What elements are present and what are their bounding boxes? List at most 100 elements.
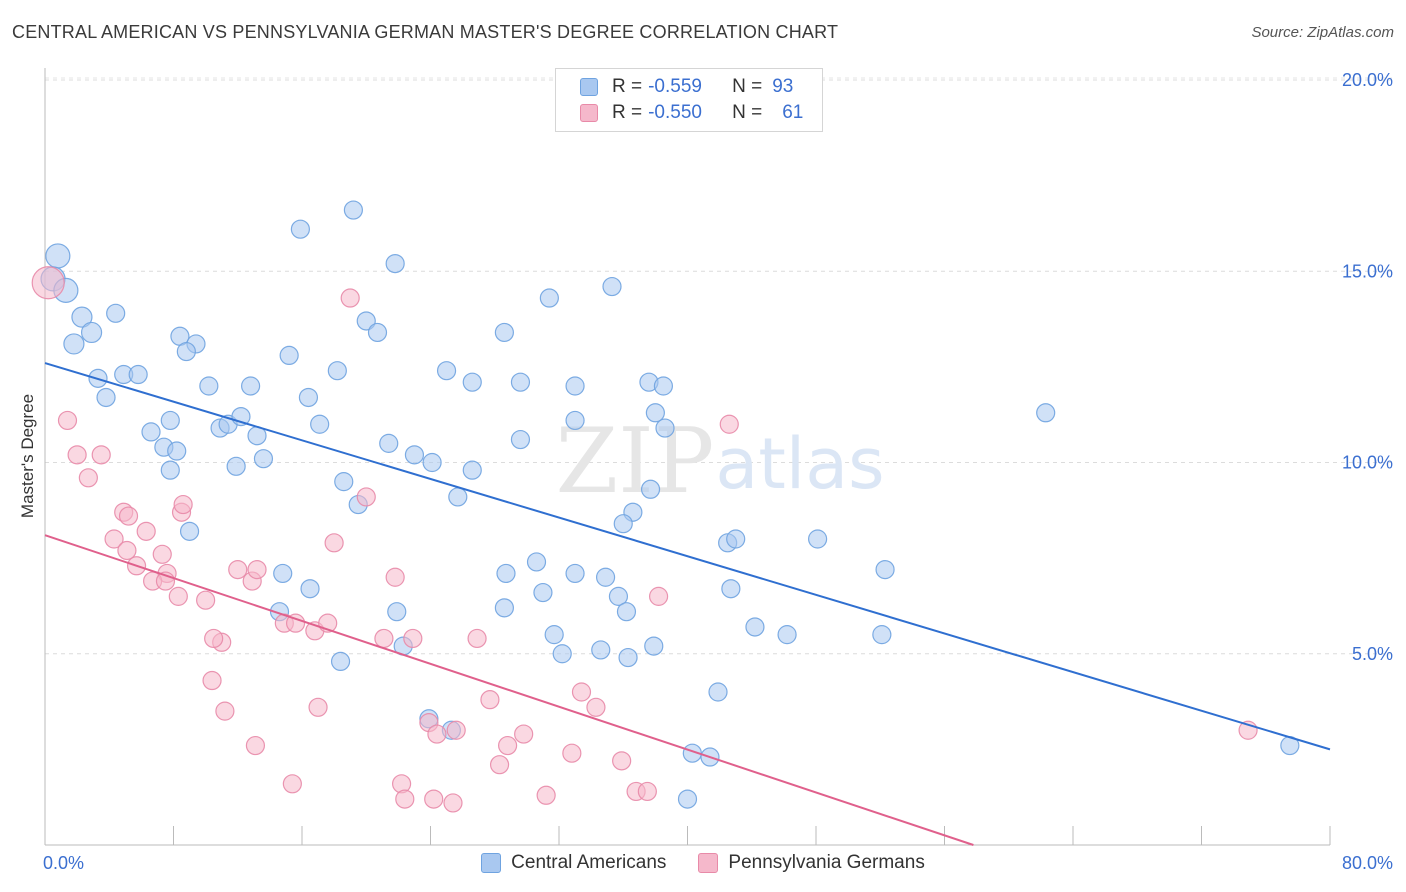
point-pennsylvania-germans [571, 682, 592, 702]
point-central-americans [496, 563, 516, 584]
point-pennsylvania-germans [446, 720, 466, 740]
n-value: 61 [782, 102, 804, 123]
point-central-americans [644, 636, 664, 656]
stats-row-pennsylvania-germans: R = -0.550 N = 61 [580, 101, 803, 125]
point-central-americans [552, 644, 572, 664]
point-pennsylvania-germans [308, 697, 328, 717]
n-label: N = [732, 76, 763, 97]
source-label: Source: ZipAtlas.com [1251, 24, 1394, 41]
point-pennsylvania-germans [117, 540, 137, 561]
point-central-americans [80, 321, 103, 344]
point-central-americans [591, 640, 611, 660]
point-central-americans [63, 333, 85, 355]
y-tick-label: 10.0% [1342, 453, 1393, 473]
x-tick-label: 80.0% [1342, 853, 1393, 873]
point-central-americans [300, 579, 320, 599]
trend-line-pennsylvania-germans [44, 534, 974, 846]
point-central-americans [745, 617, 765, 637]
point-central-americans [273, 563, 293, 584]
legend-swatch [698, 853, 719, 873]
point-pennsylvania-germans [562, 743, 582, 763]
series-pennsylvania-germans [31, 266, 1258, 813]
point-pennsylvania-germans [356, 487, 376, 507]
r-value: -0.550 [648, 102, 702, 123]
point-central-americans [379, 433, 399, 453]
y-tick-label: 15.0% [1342, 261, 1393, 281]
point-pennsylvania-germans [514, 724, 534, 744]
point-pennsylvania-germans [57, 410, 78, 431]
point-central-americans [595, 567, 616, 587]
point-central-americans [677, 789, 698, 809]
point-central-americans [167, 441, 187, 461]
point-central-americans [45, 243, 71, 269]
point-pennsylvania-germans [136, 521, 156, 541]
point-central-americans [436, 361, 457, 381]
r-value: -0.559 [648, 76, 702, 97]
legend-label: Central Americans [511, 852, 667, 873]
point-pennsylvania-germans [247, 559, 267, 580]
point-pennsylvania-germans [67, 445, 87, 465]
point-pennsylvania-germans [173, 494, 193, 515]
point-central-americans [96, 387, 116, 408]
point-central-americans [613, 514, 633, 534]
series-legend: Central Americans Pennsylvania Germans [0, 852, 1406, 874]
point-pennsylvania-germans [385, 567, 405, 587]
point-pennsylvania-germans [118, 506, 139, 526]
point-pennsylvania-germans [536, 785, 556, 805]
point-pennsylvania-germans [168, 586, 188, 606]
point-pennsylvania-germans [648, 586, 669, 606]
point-pennsylvania-germans [324, 533, 344, 553]
point-pennsylvania-germans [489, 755, 510, 775]
watermark-atlas: atlas [715, 423, 884, 505]
point-pennsylvania-germans [31, 266, 65, 300]
point-pennsylvania-germans [586, 697, 606, 717]
point-central-americans [721, 579, 741, 599]
point-central-americans [356, 311, 376, 331]
n-label: N = [732, 102, 763, 123]
point-central-americans [310, 414, 330, 434]
point-central-americans [387, 602, 407, 622]
point-central-americans [422, 452, 442, 473]
point-central-americans [726, 529, 746, 549]
point-central-americans [655, 418, 675, 438]
point-pennsylvania-germans [427, 724, 447, 744]
point-central-americans [616, 602, 637, 622]
r-label: R = [612, 102, 643, 123]
point-pennsylvania-germans [285, 613, 306, 633]
point-central-americans [141, 422, 161, 442]
point-central-americans [199, 376, 219, 396]
point-pennsylvania-germans [374, 628, 394, 649]
legend-label: Pennsylvania Germans [728, 852, 925, 873]
point-pennsylvania-germans [204, 628, 224, 649]
point-pennsylvania-germans [637, 781, 657, 802]
point-central-americans [539, 288, 559, 308]
n-value: 93 [772, 76, 794, 97]
point-central-americans [367, 322, 388, 343]
chart-title: CENTRAL AMERICAN VS PENNSYLVANIA GERMAN … [12, 22, 839, 42]
point-central-americans [565, 376, 585, 396]
point-central-americans [1036, 403, 1056, 423]
point-pennsylvania-germans [196, 590, 216, 610]
point-central-americans [872, 625, 892, 645]
axes [44, 68, 1331, 846]
point-central-americans [533, 582, 553, 603]
point-pennsylvania-germans [78, 468, 98, 488]
point-central-americans [640, 479, 661, 499]
point-central-americans [875, 559, 895, 580]
point-pennsylvania-germans [282, 774, 302, 794]
point-pennsylvania-germans [91, 445, 111, 465]
point-central-americans [777, 625, 797, 645]
point-central-americans [708, 682, 728, 702]
point-pennsylvania-germans [612, 751, 632, 771]
legend-item-central-americans[interactable]: Central Americans [481, 852, 666, 874]
point-central-americans [279, 345, 299, 365]
point-central-americans [176, 341, 196, 362]
point-pennsylvania-germans [403, 628, 423, 649]
x-tick-label: 0.0% [43, 853, 84, 873]
point-pennsylvania-germans [202, 670, 222, 691]
point-central-americans [618, 647, 638, 668]
legend-swatch [481, 853, 502, 873]
legend-item-pennsylvania-germans[interactable]: Pennsylvania Germans [698, 852, 925, 874]
point-central-americans [494, 322, 514, 343]
